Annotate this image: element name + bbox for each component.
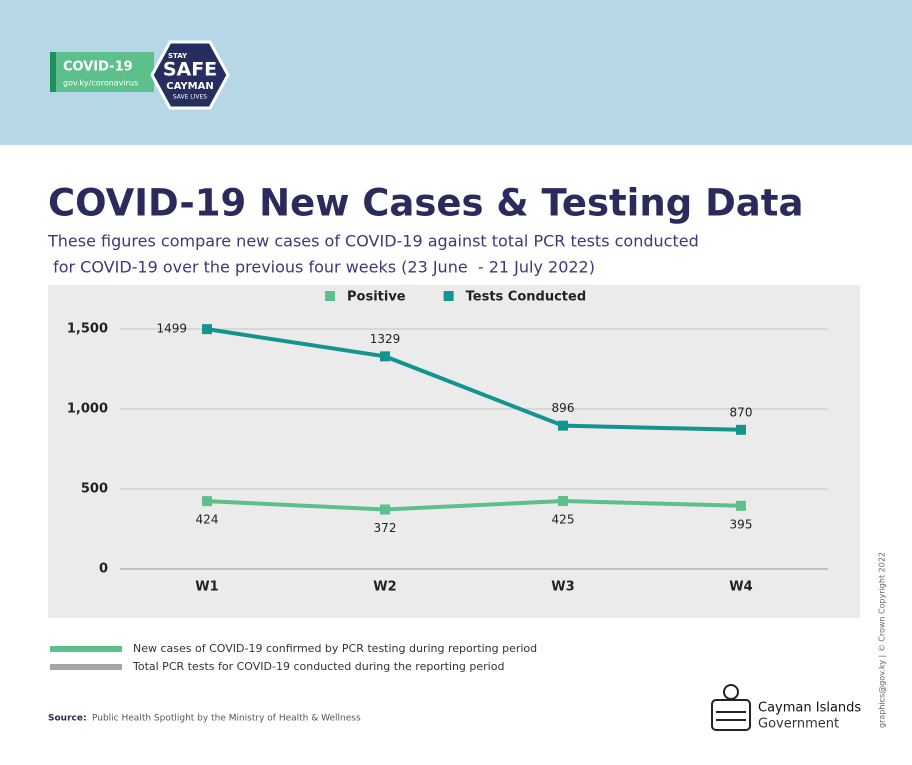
x-tick-label: W4 <box>729 580 752 595</box>
chart-title: COVID-19 New Cases & Testing Data <box>48 182 803 225</box>
badge-url: gov.ky/coronavirus <box>63 79 138 88</box>
plot: 0 500 1,000 1,500 W1 W2 W3 W4 Positive Tests Cond… <box>67 290 828 595</box>
crest-lines <box>716 711 746 721</box>
point <box>202 324 212 335</box>
logo-sub: CAYMAN <box>166 81 213 92</box>
x-tick-label: W3 <box>551 580 574 595</box>
x-tick-label: W1 <box>195 580 218 595</box>
badge-title: COVID-19 <box>63 60 133 75</box>
series-line <box>206 327 742 432</box>
x-tick-label: W2 <box>373 580 396 595</box>
data-label: 1329 <box>370 332 401 346</box>
data-label: 424 <box>196 513 219 527</box>
legend-swatch <box>325 291 335 301</box>
data-label: 425 <box>552 513 575 527</box>
data-label: 372 <box>374 521 397 535</box>
data-label: 395 <box>730 517 753 531</box>
plot-background <box>48 285 860 618</box>
copyright: graphics@gov.ky | © Crown Copyright 2022 <box>878 552 887 728</box>
badge-stripe <box>50 52 56 92</box>
point <box>736 500 746 511</box>
legend-label: Positive <box>347 290 406 305</box>
legend-label: Tests Conducted <box>466 290 587 305</box>
data-label: 870 <box>730 405 753 419</box>
crest <box>711 684 751 731</box>
subtitle: for COVID-19 over the previous four week… <box>48 258 595 277</box>
data-label: 896 <box>552 401 575 415</box>
point <box>202 496 212 507</box>
subtitle: These figures compare new cases of COVID… <box>47 232 699 251</box>
note-swatch <box>50 646 122 652</box>
y-tick-label: 0 <box>99 562 108 577</box>
point <box>380 504 390 515</box>
notes: New cases of COVID-19 confirmed by PCR t… <box>50 642 537 673</box>
gov-line1: Cayman Islands <box>758 701 861 716</box>
series-line <box>206 498 742 512</box>
crest-top <box>723 684 739 700</box>
crest-shield <box>711 699 751 731</box>
point <box>558 420 568 431</box>
y-tick-label: 1,000 <box>67 402 108 417</box>
data-label: 1499 <box>156 322 187 336</box>
point <box>380 351 390 362</box>
badge <box>56 52 154 92</box>
point <box>558 496 568 506</box>
source-text: Public Health Spotlight by the Ministry … <box>92 714 361 724</box>
note-swatch <box>50 664 122 670</box>
logo-bottom: SAVE LIVES <box>173 94 207 101</box>
point <box>736 424 746 435</box>
logo-main: SAFE <box>163 59 217 81</box>
logo-top: STAY <box>168 52 188 60</box>
gov-line2: Government <box>758 717 839 732</box>
y-tick-label: 1,500 <box>67 322 108 337</box>
logo-hexagon <box>150 40 230 110</box>
y-tick-label: 500 <box>81 482 108 497</box>
note-text: New cases of COVID-19 confirmed by PCR t… <box>133 642 537 655</box>
source-label: Source: <box>48 714 87 724</box>
legend-swatch <box>443 291 454 301</box>
note-text: Total PCR tests for COVID-19 conducted d… <box>132 660 504 673</box>
